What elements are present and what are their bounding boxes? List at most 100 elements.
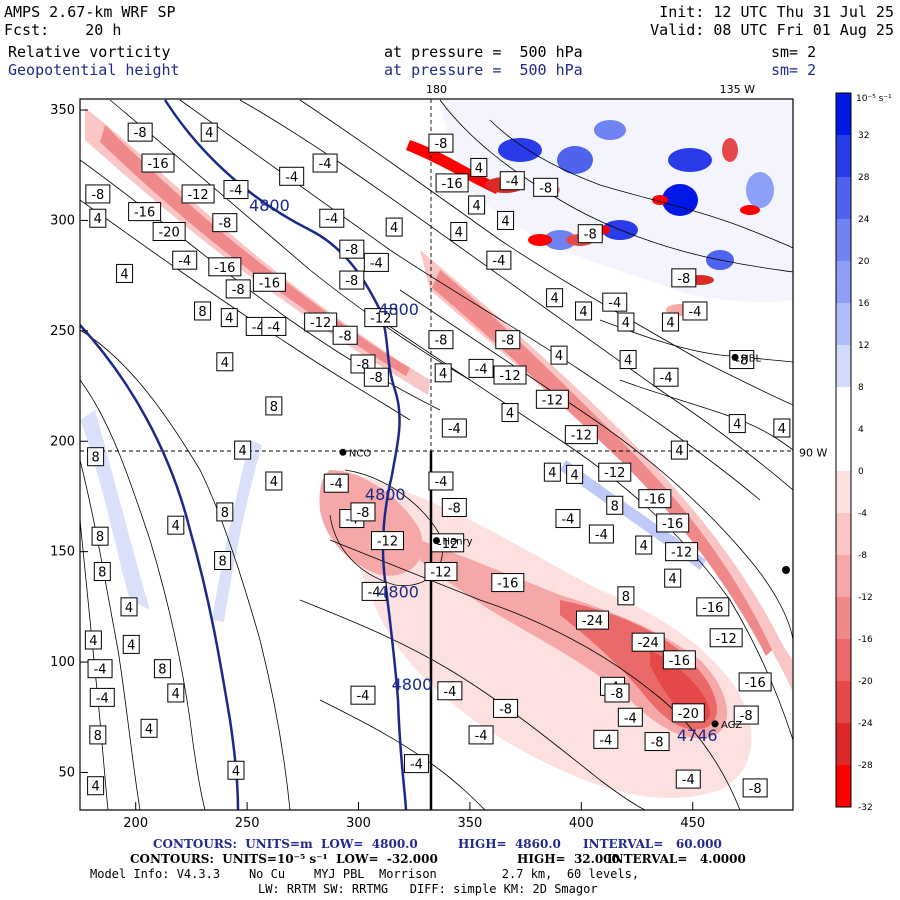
vorticity-label: -4 (172, 250, 198, 270)
colorbar-swatch (836, 135, 851, 178)
longitude-label: 90 W (799, 446, 827, 459)
vorticity-label: -20 (671, 703, 705, 723)
vorticity-label: -24 (631, 632, 665, 652)
svg-text:-8: -8 (434, 137, 447, 152)
vorticity-label: -4 (279, 166, 305, 186)
vorticity-label: 4 (167, 515, 185, 535)
vorticity-label: -4 (428, 471, 454, 491)
vorticity-label: -12 (493, 365, 527, 385)
colorbar-swatch (836, 471, 851, 514)
vorticity-label: -12 (709, 628, 743, 648)
svg-text:-4: -4 (319, 157, 332, 172)
svg-text:-4: -4 (492, 254, 505, 269)
height-label: 4800 (378, 582, 419, 601)
vorticity-label: -8 (441, 497, 467, 517)
colorbar-swatch (836, 303, 851, 346)
svg-text:4: 4 (675, 444, 683, 459)
height-label: 4746 (677, 726, 718, 745)
svg-text:-8: -8 (651, 736, 664, 751)
vorticity-label: 4 (468, 195, 486, 215)
svg-text:-8: -8 (501, 334, 514, 349)
y-tick-label: 50 (58, 765, 75, 780)
vorticity-label: 8 (216, 502, 234, 522)
y-axis: 50 100 150 200 250 300 350 (50, 103, 88, 780)
vorticity-label: -8 (671, 268, 697, 288)
vorticity-label: -4 (682, 301, 708, 321)
svg-text:-8: -8 (434, 334, 447, 349)
vorticity-label: -12 (364, 308, 398, 328)
vorticity-label: -8 (332, 325, 358, 345)
svg-text:-12: -12 (571, 429, 592, 444)
vorticity-label: -12 (564, 425, 598, 445)
svg-text:-8: -8 (356, 506, 369, 521)
svg-text:4: 4 (472, 199, 480, 214)
x-axis: 200 250 300 350 400 450 (123, 802, 705, 831)
vorticity-label: -4 (653, 367, 679, 387)
vorticity-label: 8 (194, 301, 212, 321)
colorbar-label: 24 (858, 215, 870, 225)
colorbar-label: 0 (858, 467, 864, 477)
svg-text:-12: -12 (370, 312, 391, 327)
colorbar-swatch (836, 93, 851, 136)
init-time: Init: 12 UTC Thu 31 Jul 25 (659, 3, 894, 21)
vorticity-label: 4 (234, 440, 252, 460)
svg-text:4: 4 (579, 305, 587, 320)
height-contours (80, 99, 408, 810)
svg-text:-16: -16 (662, 517, 683, 532)
svg-text:8: 8 (221, 506, 229, 521)
vorticity-label: 8 (87, 447, 105, 467)
vorticity-label: -16 (662, 650, 696, 670)
vorticity-label: -4 (617, 707, 643, 727)
svg-text:8: 8 (622, 590, 630, 605)
svg-text:-8: -8 (499, 702, 512, 717)
svg-text:-16: -16 (259, 276, 280, 291)
vorticity-label: 4 (116, 263, 134, 283)
station-marker: HBL (731, 353, 761, 364)
vorticity-label: 4 (543, 462, 561, 482)
svg-text:-4: -4 (267, 320, 280, 335)
svg-text:-24: -24 (582, 614, 603, 629)
vorticity-label: -8 (85, 184, 111, 204)
plot-area: -8 4-16-4-4-8 -12 -4-164 -8 -4-20 4-84-4 -16 -44… (80, 99, 793, 810)
svg-text:-8: -8 (91, 188, 104, 203)
vorticity-label: -12 (431, 533, 465, 553)
svg-text:-4: -4 (368, 585, 381, 600)
vorticity-label: -4 (555, 509, 581, 529)
svg-text:HBL: HBL (741, 353, 761, 364)
vorticity-label: 8 (91, 526, 109, 546)
vorticity-label: -4 (261, 316, 287, 336)
svg-text:-4: -4 (475, 729, 488, 744)
y-tick-label: 200 (50, 434, 75, 449)
colorbar-swatch (836, 555, 851, 598)
vorticity-label: 4 (87, 776, 105, 796)
svg-text:4: 4 (390, 221, 398, 236)
stations: NCO Henry HBL AGZ (339, 353, 761, 731)
x-tick-label: 400 (569, 816, 594, 831)
svg-text:8: 8 (270, 400, 278, 415)
vorticity-label: -4 (499, 171, 525, 191)
vorticity-label: -16 (696, 597, 730, 617)
vorticity-label: 4 (265, 471, 283, 491)
svg-text:4: 4 (669, 572, 677, 587)
colorbar-swatch (836, 597, 851, 640)
svg-text:Henry: Henry (443, 537, 473, 548)
vorticity-label: -16 (638, 489, 672, 509)
svg-text:-8: -8 (345, 274, 358, 289)
svg-text:4: 4 (205, 126, 213, 141)
station-marker: NCO (339, 448, 371, 459)
height-label: 4800 (365, 485, 406, 504)
vorticity-label: -12 (424, 562, 458, 582)
vorticity-label: -4 (323, 473, 349, 493)
svg-text:-12: -12 (187, 188, 208, 203)
svg-text:4: 4 (475, 161, 483, 176)
vorticity-label: -16 (128, 202, 162, 222)
vorticity-label: -8 (495, 330, 521, 350)
plot-frame (79, 98, 794, 811)
vorticity-contour-lines (80, 99, 793, 810)
vorticity-label: -4 (89, 687, 115, 707)
x-tick-label: 200 (123, 816, 148, 831)
station-marker: AGZ (711, 720, 742, 731)
edge-marker (782, 566, 790, 574)
svg-text:4: 4 (225, 312, 233, 327)
vorticity-label: 8 (89, 725, 107, 745)
